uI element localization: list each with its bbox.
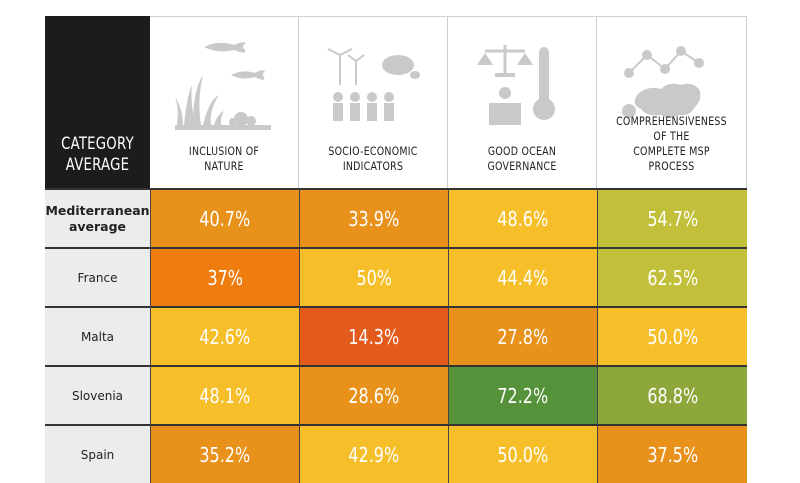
row-label: Mediterranean average: [45, 188, 150, 247]
column-label-governance: GOOD OCEAN GOVERNANCE: [487, 144, 557, 173]
score-cell: 54.7%: [597, 188, 747, 247]
row-label: France: [45, 247, 150, 306]
row-label: Spain: [45, 424, 150, 483]
score-cell: 37.5%: [597, 424, 747, 483]
score-value: 68.8%: [647, 383, 698, 408]
column-header-nature: INCLUSION OF NATURE: [150, 16, 299, 188]
column-header-socio-economic: SOCIO-ECONOMIC INDICATORS: [299, 16, 448, 188]
category-average-header: CATEGORY AVERAGE: [45, 16, 150, 188]
score-value: 27.8%: [497, 324, 549, 349]
column-label-msp-process: COMPREHENSIVENESS OF THE COMPLETE MSP PR…: [616, 114, 727, 173]
column-header-msp-process: COMPREHENSIVENESS OF THE COMPLETE MSP PR…: [597, 16, 747, 188]
score-cell: 72.2%: [448, 365, 597, 424]
score-value: 44.4%: [497, 265, 549, 290]
score-value: 50%: [356, 265, 392, 290]
people-windmill-turtle-icon: [299, 35, 447, 135]
category-average-label: CATEGORY AVERAGE: [61, 134, 134, 175]
column-label-nature: INCLUSION OF NATURE: [188, 144, 260, 173]
score-value: 40.7%: [199, 206, 251, 231]
score-value: 35.2%: [199, 442, 251, 467]
score-value: 28.6%: [348, 383, 400, 408]
score-cell: 27.8%: [448, 306, 597, 365]
score-cell: 37%: [150, 247, 299, 306]
score-cell: 50%: [299, 247, 448, 306]
score-value: 54.7%: [647, 206, 698, 231]
score-cell: 28.6%: [299, 365, 448, 424]
score-value: 37.5%: [647, 442, 698, 467]
score-cell: 42.6%: [150, 306, 299, 365]
score-value: 48.6%: [497, 206, 549, 231]
row-label: Malta: [45, 306, 150, 365]
score-cell: 35.2%: [150, 424, 299, 483]
nature-fish-seaweed-icon: [150, 35, 298, 135]
score-value: 37%: [207, 265, 243, 290]
score-cell: 42.9%: [299, 424, 448, 483]
score-cell: 14.3%: [299, 306, 448, 365]
score-value: 50.0%: [497, 442, 549, 467]
score-value: 42.6%: [199, 324, 251, 349]
score-cell: 33.9%: [299, 188, 448, 247]
score-value: 14.3%: [348, 324, 400, 349]
score-cell: 50.0%: [597, 306, 747, 365]
score-value: 62.5%: [647, 265, 698, 290]
score-cell: 48.6%: [448, 188, 597, 247]
score-cell: 50.0%: [448, 424, 597, 483]
score-cell: 68.8%: [597, 365, 747, 424]
score-value: 48.1%: [199, 383, 251, 408]
score-cell: 62.5%: [597, 247, 747, 306]
scales-thermometer-speaker-icon: [448, 35, 596, 135]
score-value: 42.9%: [348, 442, 400, 467]
score-cell: 40.7%: [150, 188, 299, 247]
score-value: 50.0%: [647, 324, 698, 349]
column-label-socio-economic: SOCIO-ECONOMIC INDICATORS: [328, 144, 418, 173]
row-label: Slovenia: [45, 365, 150, 424]
score-value: 72.2%: [497, 383, 549, 408]
score-cell: 44.4%: [448, 247, 597, 306]
score-cell: 48.1%: [150, 365, 299, 424]
score-value: 33.9%: [348, 206, 400, 231]
column-header-governance: GOOD OCEAN GOVERNANCE: [448, 16, 597, 188]
europe-map-pins-icon: [597, 35, 746, 135]
